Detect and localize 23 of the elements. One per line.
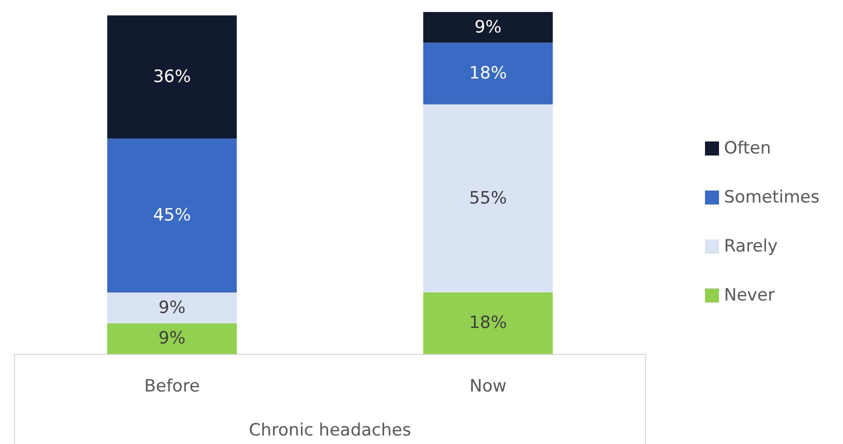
- bar: [423, 104, 553, 292]
- data-label: 55%: [469, 188, 507, 208]
- legend-label: Rarely: [724, 236, 778, 256]
- x-tick-label: Before: [144, 376, 200, 396]
- legend-label: Often: [724, 138, 771, 158]
- data-label: 9%: [474, 17, 502, 38]
- bar: [423, 42, 553, 104]
- bar: [107, 323, 237, 354]
- data-label: 18%: [469, 64, 507, 84]
- bar: [423, 12, 553, 43]
- bar: [107, 15, 237, 139]
- bar: [107, 292, 237, 324]
- data-label: 18%: [469, 313, 507, 334]
- x-axis-title: Chronic headaches: [248, 420, 412, 440]
- legend-label: Never: [724, 286, 775, 306]
- legend-label: Sometimes: [724, 188, 820, 208]
- bar: [107, 138, 237, 292]
- data-label: 9%: [158, 298, 186, 318]
- data-label: 36%: [153, 66, 191, 87]
- data-label: 45%: [153, 205, 191, 226]
- x-tick-label: Now: [469, 376, 507, 396]
- bar: [423, 292, 553, 354]
- data-label: 9%: [158, 328, 186, 349]
